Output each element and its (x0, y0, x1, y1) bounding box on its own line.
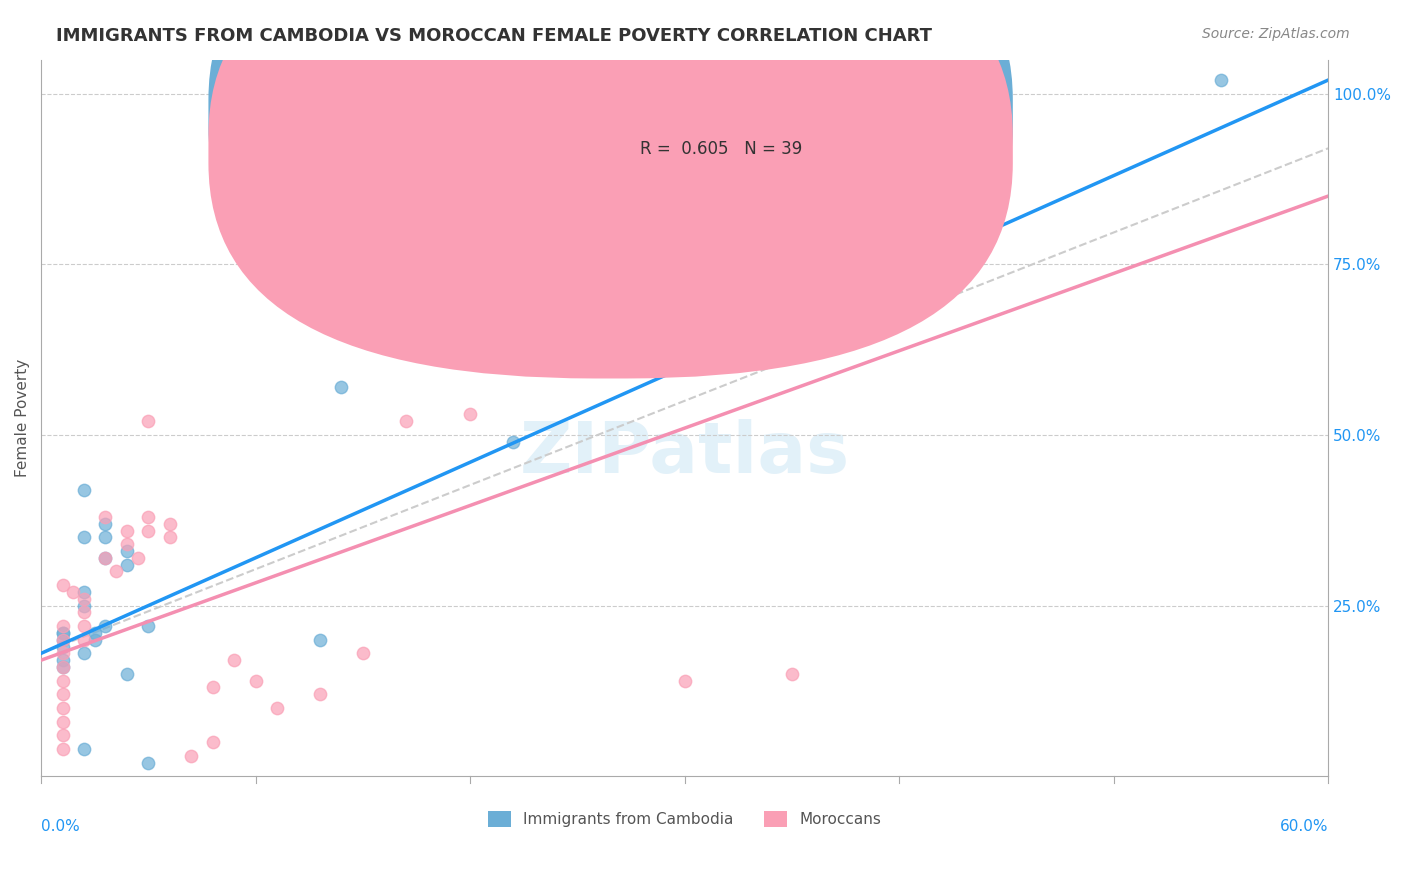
Point (224, 653, 246, 667)
Text: 0.0%: 0.0% (41, 819, 80, 834)
Point (115, 537, 138, 551)
Point (458, 408, 481, 422)
Point (159, 516, 181, 531)
Point (51, 728, 73, 742)
Point (1209, 73, 1232, 87)
Point (51, 653, 73, 667)
Point (94, 619, 117, 633)
Point (352, 646, 374, 660)
Point (159, 530, 181, 544)
Point (73, 483, 96, 497)
Point (51, 646, 73, 660)
Point (51, 625, 73, 640)
Point (115, 524, 138, 538)
Point (51, 632, 73, 647)
Point (83, 632, 105, 647)
Point (73, 619, 96, 633)
Point (201, 735, 224, 749)
Point (330, 380, 353, 394)
Point (51, 578, 73, 592)
Point (94, 530, 117, 544)
Point (94, 509, 117, 524)
FancyBboxPatch shape (208, 0, 1012, 343)
Text: ZIPatlas: ZIPatlas (520, 419, 849, 488)
FancyBboxPatch shape (569, 81, 890, 181)
Point (73, 742, 96, 756)
Point (673, 236, 696, 251)
FancyBboxPatch shape (208, 0, 1012, 378)
Point (51, 660, 73, 674)
Point (73, 530, 96, 544)
Point (51, 619, 73, 633)
Legend: Immigrants from Cambodia, Moroccans: Immigrants from Cambodia, Moroccans (482, 805, 887, 833)
Point (673, 673, 696, 688)
Text: R =  0.605   N = 39: R = 0.605 N = 39 (640, 140, 801, 158)
Point (309, 687, 332, 701)
Point (51, 673, 73, 688)
Point (180, 748, 202, 763)
Point (73, 632, 96, 647)
Point (83, 625, 105, 640)
Text: Source: ZipAtlas.com: Source: ZipAtlas.com (1202, 27, 1350, 41)
Point (309, 223, 332, 237)
Point (138, 756, 160, 770)
Point (51, 625, 73, 640)
Point (73, 606, 96, 620)
Point (502, 434, 524, 449)
Point (115, 558, 138, 572)
Point (127, 550, 149, 565)
Point (309, 632, 332, 647)
Point (94, 550, 117, 565)
Point (138, 414, 160, 428)
Point (138, 509, 160, 524)
Point (73, 585, 96, 599)
Point (51, 687, 73, 701)
Point (115, 544, 138, 558)
Point (245, 673, 267, 688)
Point (73, 591, 96, 606)
Point (201, 681, 224, 695)
Point (138, 524, 160, 538)
Point (115, 666, 138, 681)
Point (73, 646, 96, 660)
Point (51, 660, 73, 674)
Point (51, 742, 73, 756)
Point (780, 666, 803, 681)
Point (51, 640, 73, 654)
Point (266, 701, 288, 715)
Point (51, 701, 73, 715)
Text: R =  0.741   N = 29: R = 0.741 N = 29 (640, 104, 801, 122)
Point (94, 516, 117, 531)
Point (51, 714, 73, 729)
Point (395, 414, 418, 428)
Y-axis label: Female Poverty: Female Poverty (15, 359, 30, 477)
Text: 60.0%: 60.0% (1279, 819, 1329, 834)
Point (62, 585, 84, 599)
Point (51, 632, 73, 647)
Point (73, 599, 96, 613)
Point (105, 565, 128, 579)
Point (138, 619, 160, 633)
Point (94, 550, 117, 565)
Text: IMMIGRANTS FROM CAMBODIA VS MOROCCAN FEMALE POVERTY CORRELATION CHART: IMMIGRANTS FROM CAMBODIA VS MOROCCAN FEM… (56, 27, 932, 45)
